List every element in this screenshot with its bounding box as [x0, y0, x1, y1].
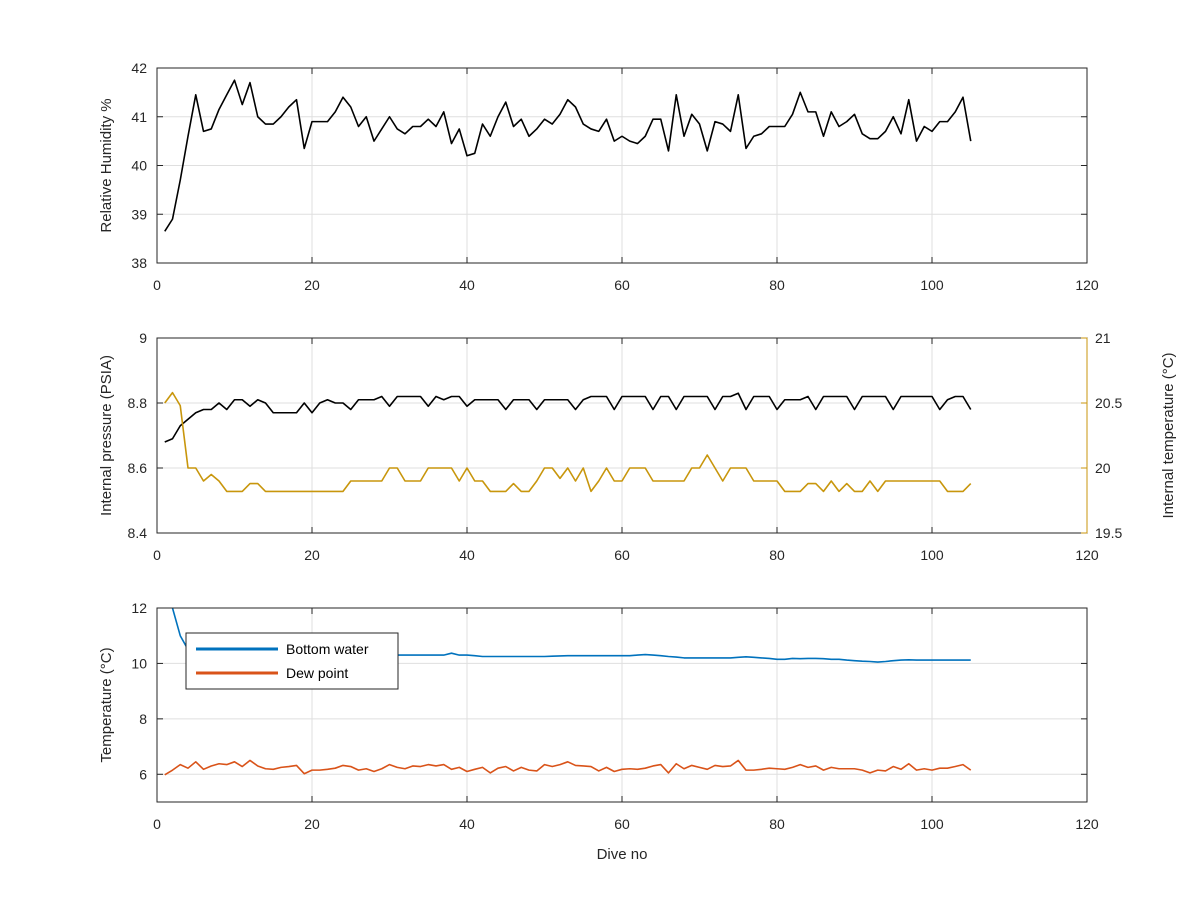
x-tick-label: 120 — [1075, 277, 1099, 293]
x-axis-label: Dive no — [597, 846, 648, 863]
series-line-1 — [164, 79, 972, 232]
x-tick-label: 100 — [920, 277, 944, 293]
y-tick-label: 8.6 — [128, 460, 148, 476]
series-line-dew-point — [164, 759, 972, 776]
x-tick-label: 80 — [769, 277, 785, 293]
y-right-tick-label: 21 — [1095, 330, 1111, 346]
x-tick-label: 60 — [614, 816, 630, 832]
x-tick-label: 80 — [769, 816, 785, 832]
y-tick-label: 8.4 — [128, 525, 148, 541]
y-right-tick-label: 19.5 — [1095, 525, 1122, 541]
y-tick-label: 41 — [131, 109, 147, 125]
series-group — [164, 391, 972, 493]
x-tick-label: 0 — [153, 816, 161, 832]
x-tick-label: 80 — [769, 547, 785, 563]
series-line-2 — [164, 391, 972, 493]
y-axis-label: Temperature (°C) — [98, 647, 115, 762]
y-axis-label: Relative Humidity % — [98, 98, 115, 232]
y-tick-label: 10 — [131, 655, 147, 671]
legend-label: Bottom water — [286, 641, 369, 657]
x-tick-label: 100 — [920, 547, 944, 563]
x-tick-label: 100 — [920, 816, 944, 832]
y-tick-label: 39 — [131, 206, 147, 222]
y-right-axis-label: Internal temperature (°C) — [1160, 352, 1177, 518]
chart-panel-1: 0 20 40 60 80 100 120 38 39 40 41 42 Relative Humidi… — [98, 60, 1099, 293]
y-right-tick-label: 20.5 — [1095, 395, 1122, 411]
x-tick-label: 60 — [614, 547, 630, 563]
y-tick-label: 8 — [139, 711, 147, 727]
x-tick-label: 40 — [459, 816, 475, 832]
y-tick-label: 42 — [131, 60, 147, 76]
chart-panel-3: 0 20 40 60 80 100 120 6 8 10 12 Temperature (°C) Div… — [98, 600, 1099, 863]
x-tick-label: 40 — [459, 547, 475, 563]
series-group — [164, 79, 972, 232]
chart-panel-2: 0 20 40 60 80 100 120 8.4 8.6 8.8 9 19.5 20 20.5 21 Int… — [98, 330, 1177, 563]
x-tick-label: 120 — [1075, 547, 1099, 563]
legend-label: Dew point — [286, 665, 348, 681]
grid — [157, 338, 1087, 533]
x-tick-label: 20 — [304, 547, 320, 563]
x-tick-label: 20 — [304, 816, 320, 832]
x-tick-label: 120 — [1075, 816, 1099, 832]
x-tick-label: 0 — [153, 547, 161, 563]
y-tick-label: 9 — [139, 330, 147, 346]
x-tick-label: 40 — [459, 277, 475, 293]
y-tick-label: 40 — [131, 158, 147, 174]
y-tick-label: 12 — [131, 600, 147, 616]
x-tick-label: 60 — [614, 277, 630, 293]
y-axis-label: Internal pressure (PSIA) — [98, 355, 115, 516]
x-tick-label: 20 — [304, 277, 320, 293]
y-tick-label: 8.8 — [128, 395, 148, 411]
series-line-1 — [164, 392, 972, 443]
legend-box — [185, 632, 399, 690]
y-tick-label: 6 — [139, 766, 147, 782]
y-right-tick-label: 20 — [1095, 460, 1111, 476]
y-tick-label: 38 — [131, 255, 147, 271]
x-tick-label: 0 — [153, 277, 161, 293]
legend: Bottom water Dew point — [185, 632, 399, 690]
grid — [157, 68, 1087, 263]
